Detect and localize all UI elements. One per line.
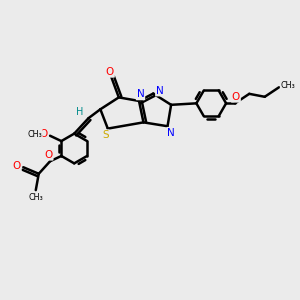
Text: O: O (39, 129, 48, 139)
Text: O: O (13, 161, 21, 171)
Text: S: S (102, 130, 109, 140)
Text: CH₃: CH₃ (27, 130, 42, 139)
Text: N: N (136, 89, 144, 99)
Text: H: H (76, 107, 84, 117)
Text: CH₃: CH₃ (280, 81, 295, 90)
Text: O: O (106, 67, 114, 77)
Text: O: O (44, 150, 53, 160)
Text: N: N (156, 85, 164, 96)
Text: O: O (232, 92, 240, 102)
Text: CH₃: CH₃ (28, 193, 43, 202)
Text: N: N (167, 128, 175, 138)
